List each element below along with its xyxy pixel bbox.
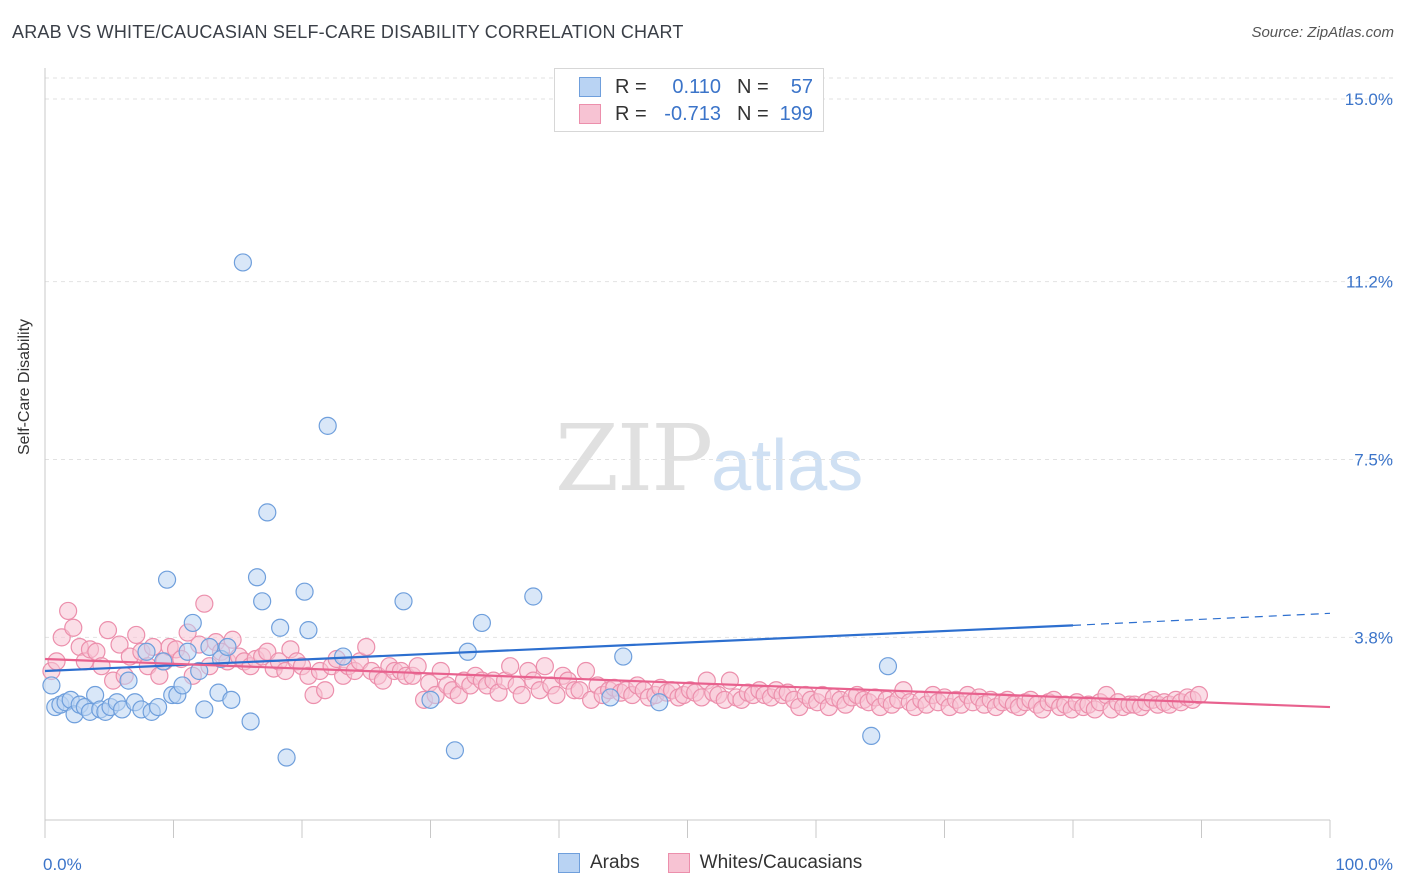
whites-point [64, 618, 83, 637]
legend-label-whites: Whites/Caucasians [699, 852, 863, 873]
arabs-point [200, 637, 219, 657]
whites-point [59, 601, 78, 621]
whites-point [535, 657, 554, 676]
source-label: Source: ZipAtlas.com [1251, 24, 1394, 41]
legend-r-label: R = [615, 75, 647, 98]
whites-swatch [667, 853, 690, 873]
y-tick-label: 15.0% [1345, 90, 1393, 109]
y-axis-label: Self-Care Disability [16, 318, 33, 455]
arabs-trend-line [44, 624, 1074, 673]
arabs-point [241, 712, 260, 731]
arabs-point [394, 592, 413, 611]
y-tick-label: 7.5% [1354, 451, 1393, 470]
legend-label-arabs: Arabs [590, 852, 640, 873]
arabs-point [271, 618, 290, 637]
whites-point [547, 685, 566, 705]
legend-r-label: R = [615, 102, 647, 125]
whites-point [195, 594, 214, 613]
arabs-point [253, 592, 272, 611]
arabs-point [258, 503, 277, 522]
arabs-point [421, 690, 440, 709]
legend-item-whites: Whites/Caucasians [667, 852, 863, 874]
series-legend: Arabs Whites/Caucasians [558, 852, 890, 874]
arabs-swatch [558, 853, 580, 873]
arabs-point [295, 582, 314, 601]
legend-n-value: 57 [790, 75, 813, 98]
arabs-point [472, 613, 491, 633]
arabs-point [42, 676, 61, 695]
arabs-point [277, 748, 296, 767]
whites-point [576, 661, 596, 681]
legend-row-whites: R = -0.713 N = 199 [579, 102, 813, 126]
arabs-point [524, 587, 543, 606]
legend-n-label: N = [737, 102, 769, 125]
x-tick-label: 0.0% [43, 855, 82, 874]
arabs-point [299, 621, 318, 640]
arabs-point [195, 700, 214, 719]
legend-r-value: -0.713 [664, 102, 721, 125]
arabs-point [247, 568, 267, 587]
watermark-zip: ZIP [555, 405, 713, 512]
legend-r-value: 0.110 [672, 75, 721, 98]
arabs-point [178, 642, 197, 661]
arabs-point [218, 637, 237, 657]
arabs-trend-extension [1072, 612, 1331, 626]
arabs-point [233, 253, 252, 272]
arabs-point [190, 661, 209, 681]
arabs-point [154, 652, 173, 671]
watermark-atlas: atlas [711, 426, 864, 506]
y-tick-label: 11.2% [1346, 273, 1393, 292]
arabs-swatch [579, 77, 601, 97]
arabs-point [148, 697, 168, 717]
arabs-point [862, 726, 881, 745]
x-tick-label: 100.0% [1335, 855, 1393, 874]
arabs-point [183, 613, 202, 633]
arabs-point [137, 642, 156, 661]
arabs-point [614, 647, 633, 666]
legend-row-arabs: R = 0.110 N = 57 [579, 75, 813, 99]
arabs-point [119, 671, 138, 690]
whites-point [316, 681, 335, 700]
arabs-point [878, 657, 898, 676]
arabs-point [445, 741, 465, 760]
legend-item-arabs: Arabs [558, 852, 640, 874]
chart-title: ARAB VS WHITE/CAUCASIAN SELF-CARE DISABI… [12, 22, 684, 42]
whites-point [127, 625, 146, 645]
arabs-point [650, 693, 669, 712]
arabs-point [318, 416, 337, 435]
whites-point [47, 652, 66, 671]
whites-swatch [579, 104, 601, 124]
arabs-point [173, 676, 192, 695]
whites-point [1189, 685, 1209, 705]
legend-n-label: N = [737, 75, 769, 98]
arabs-point [601, 688, 620, 707]
watermark: ZIPatlas [555, 405, 863, 512]
whites-point [720, 671, 740, 690]
whites-point [512, 685, 531, 705]
legend-n-value: 199 [779, 102, 813, 125]
y-tick-label: 3.8% [1354, 628, 1393, 647]
correlation-legend: R = 0.110 N = 57 R = -0.713 N = 199 [554, 68, 824, 132]
whites-trend-line [44, 657, 1331, 709]
whites-point [501, 657, 520, 676]
whites-point [98, 621, 118, 640]
whites-point [357, 637, 376, 657]
arabs-point [157, 570, 177, 589]
whites-point [110, 635, 129, 654]
arabs-point [222, 690, 241, 709]
whites-point [408, 657, 427, 676]
